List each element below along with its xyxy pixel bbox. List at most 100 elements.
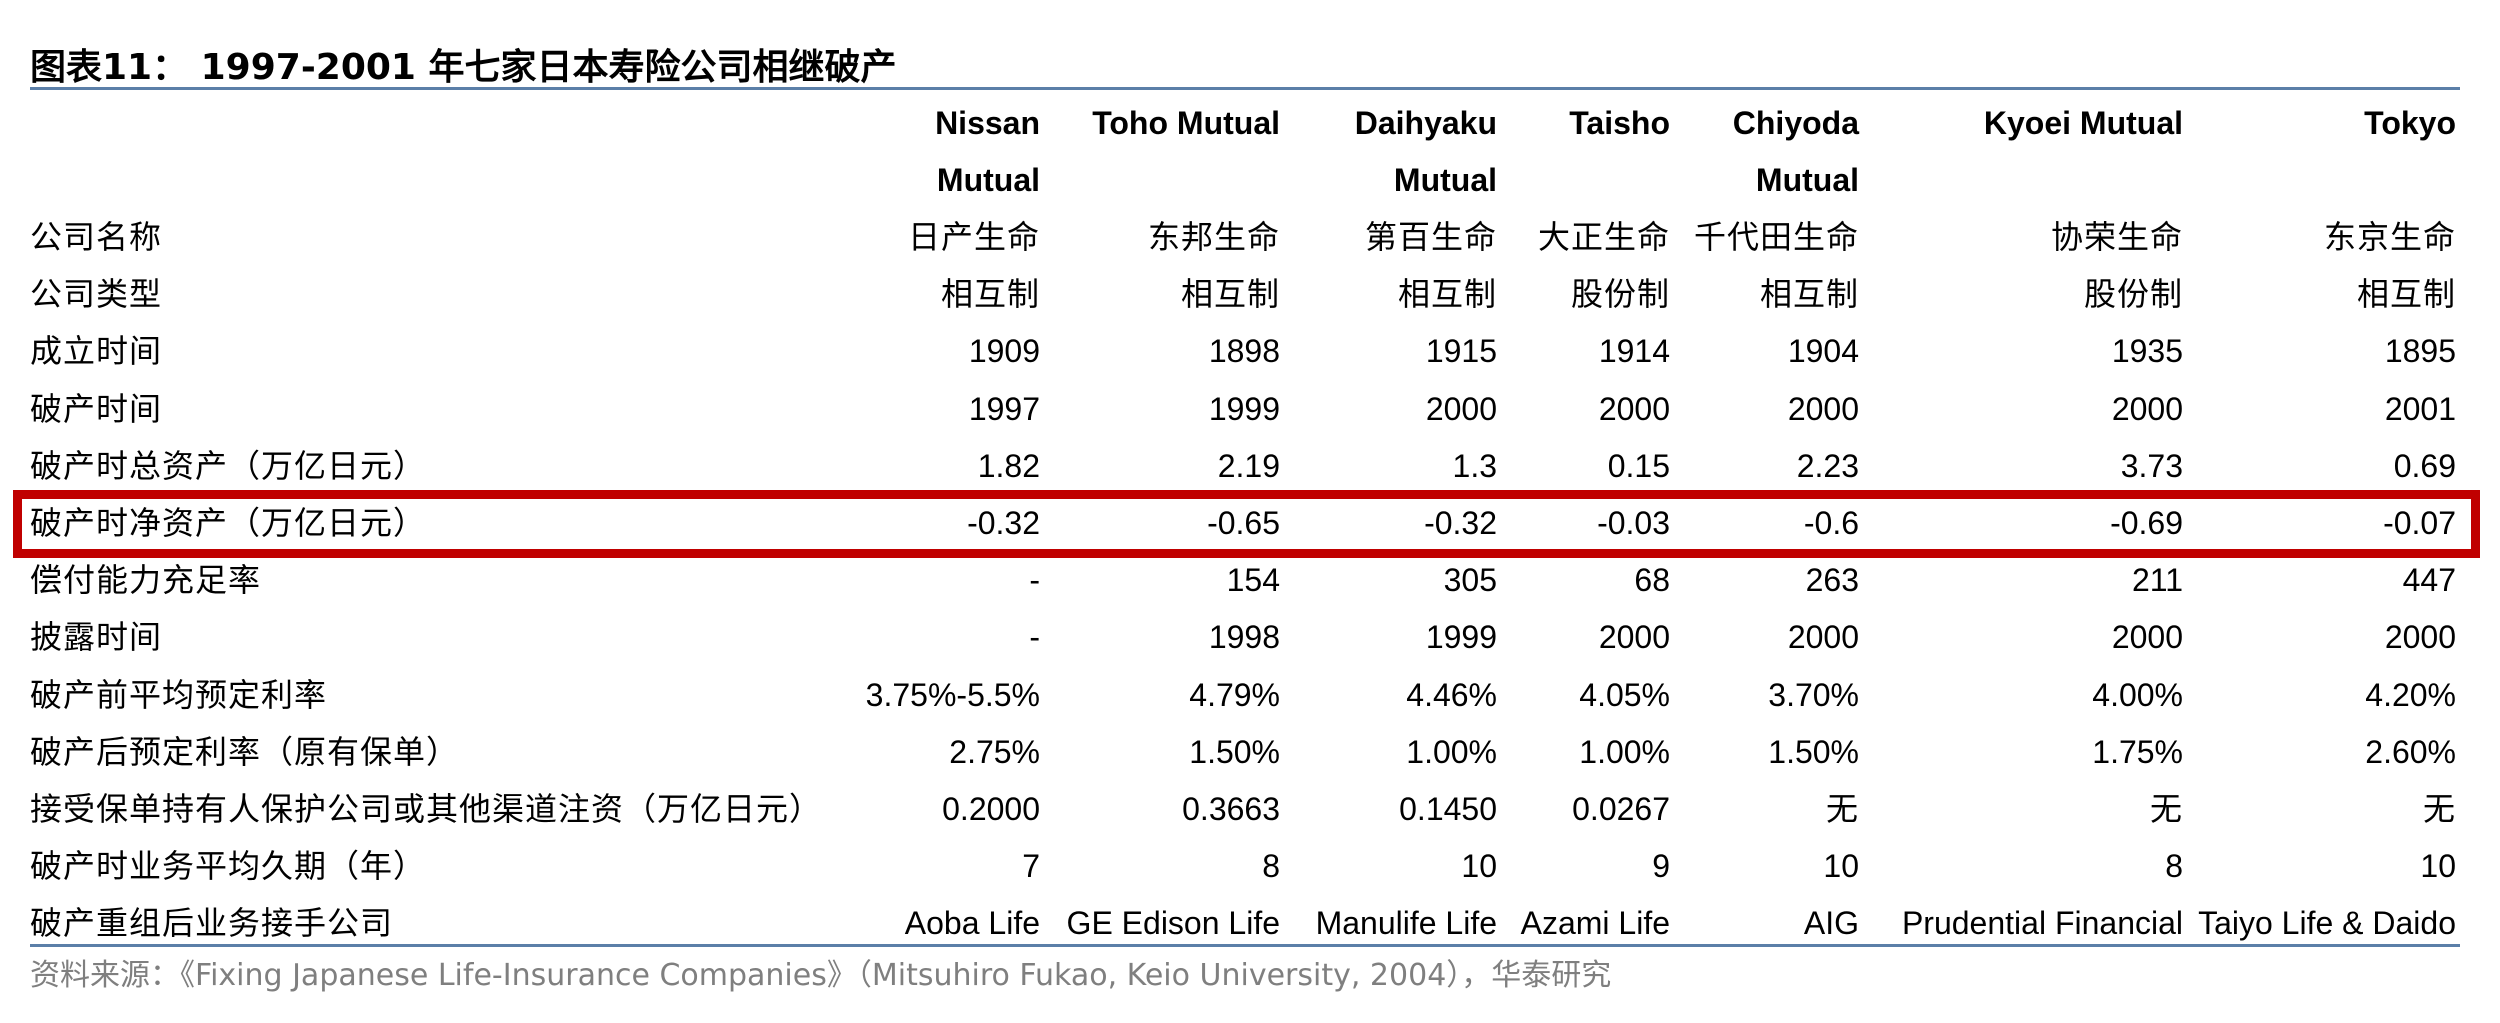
table-cell: Prudential Financial: [1901, 905, 2183, 941]
table-cell: 4.79%: [1189, 677, 1280, 713]
table-cell: 相互制: [1180, 275, 1280, 313]
table-cell: 447: [2402, 562, 2456, 598]
table-cell: 2.19: [1217, 448, 1280, 484]
company-header-line: Toho Mutual: [1092, 105, 1280, 141]
table-cell: 10: [2420, 848, 2456, 884]
table-cell: 4.46%: [1406, 677, 1497, 713]
company-header-line: Mutual: [936, 162, 1040, 198]
table-cell: 1.00%: [1406, 734, 1497, 770]
table-bottom-rule: [30, 944, 2460, 947]
title-rule: [30, 87, 2460, 90]
table-cell: -0.32: [967, 505, 1040, 541]
table-cell: 无: [2149, 790, 2183, 828]
row-label: 破产时业务平均久期（年）: [30, 847, 427, 885]
table-cell: 7: [1022, 848, 1040, 884]
table-cell: 1914: [1598, 333, 1670, 369]
table-cell: 2.60%: [2365, 734, 2456, 770]
company-header-line: Daihyaku: [1354, 105, 1497, 141]
table-cell: 2.23: [1796, 448, 1859, 484]
table-cell: 2000: [1787, 391, 1859, 427]
net-assets-highlight-box: [13, 490, 2480, 558]
table-cell: 1.00%: [1579, 734, 1670, 770]
table-cell: 1.75%: [2092, 734, 2183, 770]
table-cell: 相互制: [1397, 275, 1497, 313]
table-cell: 2000: [1598, 391, 1670, 427]
company-header-line: Mutual: [1755, 162, 1859, 198]
row-label: 破产时净资产（万亿日元）: [30, 504, 427, 542]
table-cell: 10: [1461, 848, 1497, 884]
table-cell: Aoba Life: [904, 905, 1040, 941]
company-header-line: Kyoei Mutual: [1983, 105, 2183, 141]
table-cell: 1935: [2111, 333, 2183, 369]
table-cell: -0.69: [2110, 505, 2183, 541]
row-label: 成立时间: [30, 332, 163, 370]
row-label: 破产时间: [30, 390, 163, 428]
table-cell: 2000: [2111, 391, 2183, 427]
row-label: 破产后预定利率（原有保单）: [30, 733, 460, 771]
table-cell: Manulife Life: [1315, 905, 1497, 941]
table-cell: 1909: [968, 333, 1040, 369]
table-cell: 0.1450: [1399, 791, 1497, 827]
table-cell: 东邦生命: [1147, 218, 1280, 256]
table-cell: 无: [1825, 790, 1859, 828]
table-cell: 0.2000: [942, 791, 1040, 827]
table-cell: 0.69: [2393, 448, 2456, 484]
company-header-line: Taisho: [1569, 105, 1670, 141]
table-cell: 2000: [2384, 619, 2456, 655]
table-cell: -: [1029, 562, 1040, 598]
table-cell: -0.65: [1207, 505, 1280, 541]
table-cell: 3.73: [2120, 448, 2183, 484]
table-cell: 68: [1634, 562, 1670, 598]
table-cell: 2.75%: [949, 734, 1040, 770]
source-note: 资料来源：《Fixing Japanese Life-Insurance Com…: [30, 958, 1612, 993]
company-header-line: Chiyoda: [1732, 105, 1859, 141]
table-cell: 1895: [2384, 333, 2456, 369]
table-cell: 1915: [1425, 333, 1497, 369]
table-cell: 日产生命: [907, 218, 1040, 256]
table-cell: 2000: [1425, 391, 1497, 427]
table-cell: -0.6: [1803, 505, 1859, 541]
table-cell: -0.07: [2383, 505, 2456, 541]
row-label: 接受保单持有人保护公司或其他渠道注资（万亿日元）: [30, 790, 823, 828]
table-cell: 1997: [968, 391, 1040, 427]
table-cell: 0.15: [1607, 448, 1670, 484]
table-cell: 第百生命: [1364, 218, 1497, 256]
table-cell: 2000: [2111, 619, 2183, 655]
table-cell: 1.50%: [1189, 734, 1280, 770]
table-cell: 1898: [1208, 333, 1280, 369]
row-label: 破产时总资产（万亿日元）: [30, 447, 427, 485]
table-cell: 154: [1226, 562, 1280, 598]
row-label: 偿付能力充足率: [30, 561, 262, 599]
table-cell: 263: [1805, 562, 1859, 598]
table-cell: 东京生命: [2323, 218, 2456, 256]
table-cell: 3.75%-5.5%: [865, 677, 1040, 713]
company-header-line: Tokyo: [2364, 105, 2456, 141]
table-cell: Azami Life: [1520, 905, 1670, 941]
table-cell: 8: [2165, 848, 2183, 884]
table-cell: 1.82: [977, 448, 1040, 484]
table-cell: 1998: [1208, 619, 1280, 655]
table-cell: 0.0267: [1572, 791, 1670, 827]
table-cell: -0.32: [1424, 505, 1497, 541]
figure-title: 图表11： 1997-2001 年七家日本寿险公司相继破产: [30, 47, 897, 88]
table-cell: 10: [1823, 848, 1859, 884]
table-cell: 相互制: [2356, 275, 2456, 313]
company-header-line: Mutual: [1393, 162, 1497, 198]
table-cell: 协荣生命: [2050, 218, 2183, 256]
table-cell: AIG: [1803, 905, 1859, 941]
table-cell: 大正生命: [1537, 218, 1670, 256]
row-label: 破产重组后业务接手公司: [30, 904, 394, 942]
table-cell: 1.50%: [1768, 734, 1859, 770]
table-cell: 相互制: [940, 275, 1040, 313]
table-cell: GE Edison Life: [1066, 905, 1280, 941]
table-cell: 4.20%: [2365, 677, 2456, 713]
table-cell: 305: [1443, 562, 1497, 598]
row-label: 破产前平均预定利率: [30, 676, 328, 714]
table-cell: 3.70%: [1768, 677, 1859, 713]
table-cell: 9: [1652, 848, 1670, 884]
table-cell: 1999: [1208, 391, 1280, 427]
row-label: 公司名称: [30, 218, 163, 256]
table-cell: 1.3: [1452, 448, 1497, 484]
table-cell: Taiyo Life & Daido: [2198, 905, 2456, 941]
table-cell: -: [1029, 619, 1040, 655]
